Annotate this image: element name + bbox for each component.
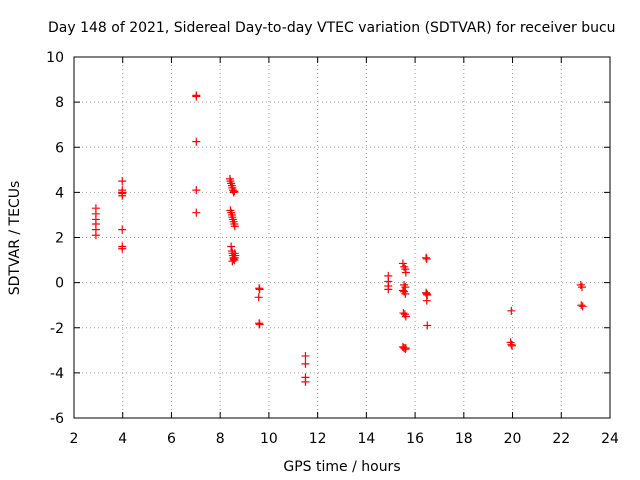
data-point bbox=[422, 296, 431, 305]
x-tick-label: 2 bbox=[70, 431, 79, 447]
data-point bbox=[401, 344, 410, 353]
x-tick-label: 16 bbox=[406, 431, 424, 447]
x-tick-label: 12 bbox=[309, 431, 327, 447]
data-point bbox=[507, 306, 516, 315]
data-point bbox=[192, 208, 201, 217]
data-point bbox=[301, 377, 310, 386]
data-point bbox=[384, 285, 393, 294]
x-tick-label: 8 bbox=[216, 431, 225, 447]
y-tick-label: 4 bbox=[55, 185, 64, 201]
x-tick-label: 4 bbox=[118, 431, 127, 447]
chart-title: Day 148 of 2021, Sidereal Day-to-day VTE… bbox=[48, 20, 616, 36]
x-tick-label: 22 bbox=[552, 431, 570, 447]
x-tick-label: 18 bbox=[455, 431, 473, 447]
x-axis-label: GPS time / hours bbox=[283, 459, 400, 475]
data-point bbox=[255, 285, 264, 294]
y-tick-label: 8 bbox=[55, 95, 64, 111]
y-axis-label: SDTVAR / TECUs bbox=[7, 181, 23, 296]
x-tick-label: 6 bbox=[167, 431, 176, 447]
data-point bbox=[577, 283, 586, 292]
data-point bbox=[230, 249, 239, 258]
data-point bbox=[578, 302, 587, 311]
data-point bbox=[422, 254, 431, 263]
data-point bbox=[118, 244, 127, 253]
data-point bbox=[422, 253, 431, 262]
data-point bbox=[230, 187, 239, 196]
data-point bbox=[577, 301, 586, 310]
data-point bbox=[301, 359, 310, 368]
y-tick-label: -2 bbox=[50, 321, 64, 337]
y-tick-label: 6 bbox=[55, 140, 64, 156]
data-point bbox=[227, 242, 236, 251]
data-point bbox=[398, 259, 407, 268]
grid bbox=[74, 57, 610, 418]
data-point bbox=[507, 340, 516, 349]
data-point bbox=[229, 254, 238, 263]
x-tick-label: 24 bbox=[601, 431, 619, 447]
data-point bbox=[401, 312, 410, 321]
data-point bbox=[255, 320, 264, 329]
data-point bbox=[118, 225, 127, 234]
y-tick-label: -4 bbox=[50, 366, 64, 382]
y-tick-label: 10 bbox=[46, 50, 64, 66]
data-point bbox=[192, 186, 201, 195]
y-tick-label: 0 bbox=[55, 276, 64, 292]
y-tick-label: 2 bbox=[55, 231, 64, 247]
data-point bbox=[254, 293, 263, 302]
y-tick-label: -6 bbox=[50, 411, 64, 427]
data-point bbox=[192, 92, 201, 101]
data-point bbox=[229, 188, 238, 197]
data-point bbox=[118, 177, 127, 186]
data-point bbox=[401, 289, 410, 298]
x-tick-label: 10 bbox=[260, 431, 278, 447]
data-points bbox=[91, 91, 587, 386]
data-point bbox=[508, 341, 517, 350]
data-point bbox=[230, 222, 239, 231]
data-point bbox=[423, 321, 432, 330]
data-point bbox=[301, 351, 310, 360]
data-point bbox=[91, 231, 100, 240]
data-point bbox=[118, 191, 127, 200]
x-tick-label: 14 bbox=[357, 431, 375, 447]
x-tick-label: 20 bbox=[504, 431, 522, 447]
data-point bbox=[401, 268, 410, 277]
data-point bbox=[192, 137, 201, 146]
